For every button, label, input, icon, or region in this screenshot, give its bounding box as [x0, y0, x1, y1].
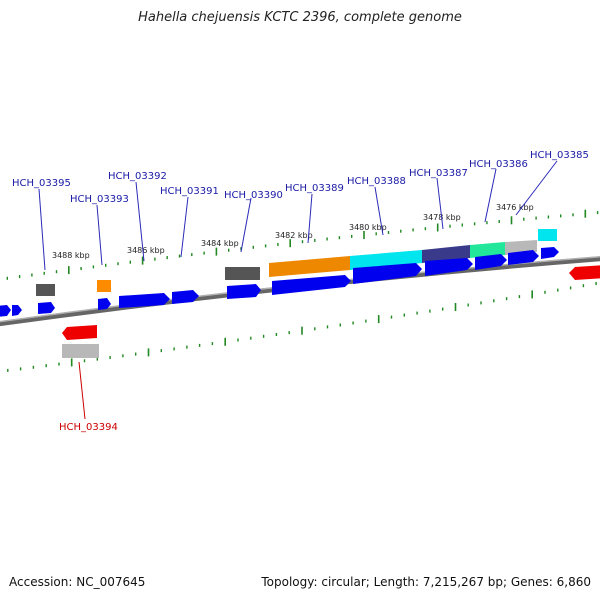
- gene-label[interactable]: HCH_03390: [224, 190, 283, 201]
- forward-gene-arrow: [272, 275, 351, 295]
- gene-label[interactable]: HCH_03392: [108, 171, 167, 182]
- function-box: [62, 344, 99, 358]
- inner-tick-track: [7, 282, 597, 372]
- callout-line: [78, 361, 86, 420]
- callout-line: [180, 196, 189, 258]
- callout-line: [135, 181, 145, 262]
- gene-label[interactable]: HCH_03389: [285, 183, 344, 194]
- forward-gene-arrow: [353, 263, 422, 284]
- gene-label[interactable]: HCH_03394: [59, 422, 118, 433]
- map-title: Hahella chejuensis KCTC 2396, complete g…: [138, 10, 462, 25]
- callout-line: [240, 197, 252, 253]
- function-box: [470, 242, 505, 258]
- function-box: [97, 280, 111, 292]
- forward-gene-arrow: [227, 284, 261, 299]
- forward-gene-arrow: [98, 298, 111, 310]
- forward-gene-arrow: [425, 258, 473, 276]
- forward-gene-track: [0, 247, 559, 317]
- callout-line: [515, 160, 558, 216]
- scale-label: 3486 kbp: [127, 246, 165, 255]
- function-box: [350, 250, 422, 270]
- gene-label[interactable]: HCH_03387: [409, 168, 468, 179]
- reverse-gene-arrow: [569, 265, 600, 280]
- callout-line: [307, 193, 313, 244]
- accession-text: Accession: NC_007645: [9, 575, 146, 589]
- scale-label: 3482 kbp: [275, 231, 313, 240]
- outer-tick-track: [6, 209, 599, 280]
- forward-gene-arrow: [0, 305, 11, 317]
- gene-label[interactable]: HCH_03386: [469, 159, 528, 170]
- function-box: [225, 267, 260, 280]
- forward-gene-arrow: [38, 302, 55, 314]
- scale-label: 3484 kbp: [201, 239, 239, 248]
- function-box: [422, 245, 470, 263]
- function-box: [269, 256, 350, 277]
- function-box: [538, 229, 557, 241]
- callout-line: [38, 188, 46, 271]
- gene-labels: HCH_03395 HCH_03393 HCH_03392 HCH_03391 …: [12, 150, 589, 433]
- reverse-gene-track: [62, 265, 600, 340]
- function-box: [36, 284, 55, 296]
- scale-label: 3488 kbp: [52, 251, 90, 260]
- gene-label[interactable]: HCH_03385: [530, 150, 589, 161]
- genome-stats-text: Topology: circular; Length: 7,215,267 bp…: [261, 575, 591, 589]
- gene-label[interactable]: HCH_03393: [70, 194, 129, 205]
- callout-line: [436, 177, 444, 230]
- gene-label[interactable]: HCH_03391: [160, 186, 219, 197]
- forward-gene-arrow: [12, 305, 22, 316]
- label-callouts: [38, 160, 558, 420]
- forward-gene-arrow: [475, 254, 507, 270]
- forward-gene-arrow: [172, 290, 199, 304]
- gene-label[interactable]: HCH_03388: [347, 176, 406, 187]
- gene-label[interactable]: HCH_03395: [12, 178, 71, 189]
- scale-label: 3480 kbp: [349, 223, 387, 232]
- callout-line: [374, 186, 384, 236]
- callout-line: [484, 168, 497, 223]
- reverse-gene-arrow: [62, 325, 97, 340]
- callout-line: [96, 204, 103, 266]
- forward-gene-arrow: [508, 250, 539, 265]
- function-track: [36, 229, 557, 358]
- forward-gene-arrow: [119, 293, 170, 308]
- forward-gene-arrow: [541, 247, 559, 259]
- scale-label: 3476 kbp: [496, 203, 534, 212]
